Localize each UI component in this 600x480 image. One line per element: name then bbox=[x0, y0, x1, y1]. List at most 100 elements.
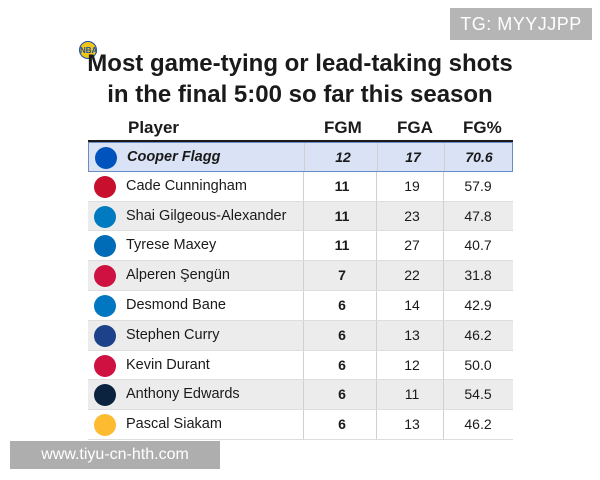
column-divider bbox=[443, 290, 444, 320]
fg-pct-value: 47.8 bbox=[464, 207, 492, 224]
column-divider bbox=[303, 320, 304, 350]
player-name: Desmond Bane bbox=[126, 296, 226, 313]
watermark-top: TG: MYYJJPP bbox=[450, 8, 592, 40]
column-divider bbox=[376, 231, 377, 261]
player-name: Alperen Şengün bbox=[126, 267, 230, 284]
column-divider bbox=[443, 201, 444, 231]
column-divider bbox=[376, 201, 377, 231]
table-row: Kevin Durant 6 12 50.0 bbox=[88, 350, 513, 381]
column-divider bbox=[443, 231, 444, 261]
fga-value: 11 bbox=[404, 386, 420, 403]
column-divider bbox=[376, 171, 377, 201]
fgm-value: 11 bbox=[334, 177, 350, 194]
title-line-1: Most game-tying or lead-taking shots bbox=[87, 50, 513, 77]
table-row: Tyrese Maxey 11 27 40.7 bbox=[88, 231, 513, 262]
player-name: Stephen Curry bbox=[126, 326, 220, 343]
column-divider bbox=[443, 261, 444, 290]
fg-pct-value: 50.0 bbox=[464, 356, 492, 373]
rockets-logo-icon bbox=[94, 354, 116, 377]
column-divider bbox=[303, 171, 304, 201]
fga-value: 14 bbox=[404, 296, 420, 313]
fg-pct-value: 42.9 bbox=[464, 296, 492, 313]
fga-value: 23 bbox=[404, 207, 420, 224]
table-row: Pascal Siakam 6 13 46.2 bbox=[88, 410, 513, 440]
fgm-value: 6 bbox=[338, 416, 346, 433]
column-divider bbox=[443, 320, 444, 350]
fga-value: 13 bbox=[404, 326, 420, 343]
fgm-value: 11 bbox=[334, 237, 350, 254]
mavericks-logo-icon bbox=[95, 147, 117, 169]
player-name: Cade Cunningham bbox=[126, 177, 247, 194]
fg-pct-value: 57.9 bbox=[464, 177, 492, 194]
player-name: Shai Gilgeous-Alexander bbox=[126, 207, 287, 224]
fg-pct-value: 46.2 bbox=[464, 416, 492, 433]
fgm-value: 7 bbox=[338, 267, 346, 284]
fgm-value: 6 bbox=[338, 356, 346, 373]
column-divider bbox=[303, 350, 304, 380]
column-divider bbox=[444, 143, 445, 171]
column-divider bbox=[376, 410, 377, 439]
table-row: Shai Gilgeous-Alexander 11 23 47.8 bbox=[88, 201, 513, 232]
player-name: Pascal Siakam bbox=[126, 416, 222, 433]
nba-badge-icon: NBA bbox=[79, 41, 97, 59]
column-divider bbox=[303, 290, 304, 320]
header-fg-pct: FG% bbox=[463, 118, 502, 137]
column-divider bbox=[303, 410, 304, 439]
column-divider bbox=[303, 380, 304, 410]
fg-pct-value: 70.6 bbox=[465, 149, 493, 165]
column-divider bbox=[443, 171, 444, 201]
fga-value: 19 bbox=[404, 177, 420, 194]
table-body: Cooper Flagg 12 17 70.6 Cade Cunningham 11 19 5… bbox=[88, 142, 513, 440]
player-name: Anthony Edwards bbox=[126, 386, 240, 403]
column-divider bbox=[303, 231, 304, 261]
table-row: Stephen Curry 6 13 46.2 bbox=[88, 320, 513, 351]
table-row: Cooper Flagg 12 17 70.6 bbox=[88, 142, 513, 172]
table-row: Anthony Edwards 6 11 54.5 bbox=[88, 380, 513, 411]
fg-pct-value: 31.8 bbox=[464, 267, 492, 284]
table-header: Player FGM FGA FG% bbox=[88, 115, 513, 142]
column-divider bbox=[376, 380, 377, 410]
fga-value: 17 bbox=[405, 149, 421, 165]
pacers-logo-icon bbox=[94, 414, 116, 437]
fga-value: 12 bbox=[404, 356, 420, 373]
fgm-value: 12 bbox=[335, 149, 351, 165]
column-divider bbox=[304, 143, 305, 171]
fga-value: 27 bbox=[404, 237, 420, 254]
column-divider bbox=[443, 380, 444, 410]
column-divider bbox=[376, 320, 377, 350]
column-divider bbox=[443, 410, 444, 439]
header-fgm: FGM bbox=[324, 118, 362, 137]
column-divider bbox=[377, 143, 378, 171]
player-name: Cooper Flagg bbox=[127, 149, 221, 165]
76ers-logo-icon bbox=[94, 235, 116, 258]
column-divider bbox=[303, 201, 304, 231]
stats-table: Player FGM FGA FG% Cooper Flagg 12 17 70.6 C… bbox=[88, 115, 513, 440]
fgm-value: 6 bbox=[338, 326, 346, 343]
column-divider bbox=[303, 261, 304, 290]
magic-logo-icon bbox=[94, 294, 116, 317]
header-player: Player bbox=[128, 118, 180, 137]
watermark-bottom: www.tiyu-cn-hth.com bbox=[10, 441, 220, 469]
table-row: Alperen Şengün 7 22 31.8 bbox=[88, 261, 513, 291]
table-row: Cade Cunningham 11 19 57.9 bbox=[88, 171, 513, 202]
column-divider bbox=[376, 261, 377, 290]
column-divider bbox=[443, 350, 444, 380]
column-divider bbox=[376, 350, 377, 380]
fg-pct-value: 40.7 bbox=[464, 237, 492, 254]
fg-pct-value: 46.2 bbox=[464, 326, 492, 343]
rockets-logo-icon bbox=[94, 265, 116, 288]
timberwolves-logo-icon bbox=[94, 384, 116, 407]
fgm-value: 11 bbox=[334, 207, 350, 224]
page-title: Most game-tying or lead-taking shots in … bbox=[80, 48, 520, 110]
header-fga: FGA bbox=[397, 118, 433, 137]
fga-value: 13 bbox=[404, 416, 420, 433]
title-line-2: in the final 5:00 so far this season bbox=[107, 81, 493, 108]
player-name: Kevin Durant bbox=[126, 356, 210, 373]
fgm-value: 6 bbox=[338, 296, 346, 313]
fga-value: 22 bbox=[404, 267, 420, 284]
fg-pct-value: 54.5 bbox=[464, 386, 492, 403]
player-name: Tyrese Maxey bbox=[126, 237, 217, 254]
fgm-value: 6 bbox=[338, 386, 346, 403]
thunder-logo-icon bbox=[94, 205, 116, 228]
pistons-logo-icon bbox=[94, 175, 116, 198]
